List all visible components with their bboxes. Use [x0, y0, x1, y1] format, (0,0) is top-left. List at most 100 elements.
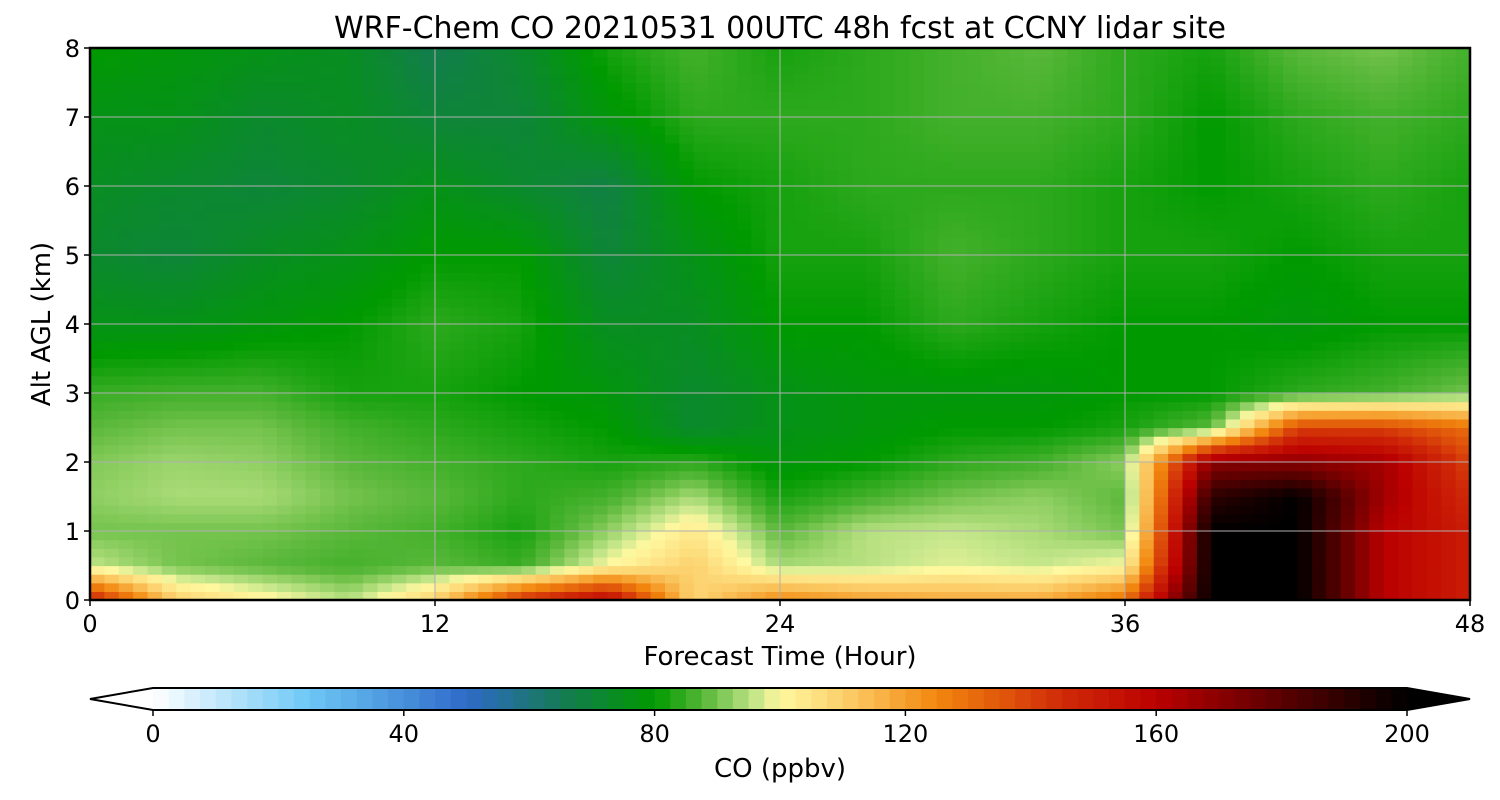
heatmap-cell: [1153, 177, 1169, 187]
heatmap-cell: [880, 332, 896, 342]
heatmap-cell: [564, 349, 580, 360]
heatmap-cell: [233, 418, 249, 429]
heatmap-cell: [104, 393, 120, 403]
heatmap-cell: [506, 220, 522, 230]
heatmap-cell: [593, 574, 609, 584]
heatmap-cell: [90, 168, 105, 178]
heatmap-cell: [1311, 565, 1327, 575]
heatmap-cell: [995, 341, 1011, 351]
heatmap-cell: [104, 522, 120, 532]
heatmap-cell: [1383, 436, 1399, 446]
heatmap-cell: [550, 427, 565, 437]
heatmap-cell: [866, 556, 882, 567]
heatmap-cell: [880, 289, 896, 299]
heatmap-cell: [1010, 151, 1025, 161]
heatmap-cell: [593, 591, 609, 600]
heatmap-cell: [880, 298, 896, 308]
heatmap-cell: [1412, 324, 1428, 334]
heatmap-cell: [1369, 367, 1385, 377]
heatmap-cell: [1340, 436, 1356, 446]
heatmap-cell: [938, 565, 954, 575]
heatmap-cell: [1355, 453, 1370, 463]
heatmap-cell: [722, 324, 738, 334]
heatmap-cell: [291, 487, 307, 498]
heatmap-cell: [1383, 298, 1399, 308]
heatmap-cell: [851, 211, 867, 222]
heatmap-cell: [1081, 255, 1097, 265]
heatmap-cell: [1412, 522, 1428, 532]
heatmap-cell: [1398, 237, 1414, 247]
heatmap-cell: [1024, 453, 1040, 463]
heatmap-cell: [880, 203, 896, 213]
heatmap-cell: [248, 531, 264, 541]
heatmap-cell: [981, 436, 997, 446]
heatmap-cell: [1153, 565, 1169, 575]
heatmap-cell: [506, 151, 522, 161]
heatmap-cell: [981, 453, 997, 463]
heatmap-cell: [521, 487, 537, 498]
heatmap-cell: [1326, 393, 1342, 403]
heatmap-cell: [564, 246, 580, 256]
heatmap-cell: [966, 332, 982, 342]
heatmap-cell: [736, 401, 752, 411]
heatmap-cell: [837, 168, 853, 178]
heatmap-cell: [463, 246, 479, 256]
heatmap-cell: [938, 168, 954, 178]
heatmap-cell: [1240, 315, 1255, 325]
heatmap-cell: [1182, 548, 1198, 558]
heatmap-cell: [391, 375, 407, 385]
heatmap-cell: [492, 272, 508, 282]
heatmap-cell: [449, 522, 465, 532]
heatmap-cell: [1168, 332, 1184, 342]
heatmap-cell: [808, 306, 824, 316]
heatmap-cell: [161, 194, 177, 204]
heatmap-cell: [1153, 393, 1169, 403]
heatmap-cell: [550, 246, 565, 256]
heatmap-cell: [506, 177, 522, 187]
heatmap-cell: [851, 444, 867, 454]
heatmap-cell: [1326, 479, 1342, 489]
heatmap-cell: [1268, 436, 1284, 446]
heatmap-cell: [995, 505, 1011, 515]
heatmap-cell: [765, 393, 781, 403]
heatmap-cell: [1268, 453, 1284, 463]
heatmap-cell: [90, 160, 105, 170]
heatmap-cell: [248, 418, 264, 429]
heatmap-cell: [205, 177, 220, 187]
heatmap-cell: [636, 531, 652, 541]
heatmap-cell: [449, 574, 465, 584]
heatmap-cell: [1340, 246, 1356, 256]
heatmap-cell: [377, 168, 393, 178]
heatmap-cell: [722, 255, 738, 265]
heatmap-cell: [780, 470, 795, 480]
heatmap-cell: [463, 177, 479, 187]
heatmap-cell: [851, 470, 867, 480]
heatmap-cell: [1053, 410, 1069, 420]
heatmap-cell: [1383, 375, 1399, 385]
heatmap-cell: [909, 539, 925, 549]
heatmap-cell: [348, 393, 364, 403]
heatmap-cell: [780, 255, 795, 265]
heatmap-cell: [320, 410, 335, 420]
heatmap-cell: [478, 513, 494, 523]
heatmap-cell: [1355, 436, 1370, 446]
heatmap-cell: [1398, 220, 1414, 230]
heatmap-cell: [506, 237, 522, 247]
heatmap-cell: [1240, 375, 1255, 385]
heatmap-cell: [1024, 487, 1040, 498]
heatmap-cell: [1254, 358, 1270, 368]
heatmap-cell: [1297, 513, 1313, 523]
heatmap-cell: [780, 203, 795, 213]
heatmap-cell: [348, 211, 364, 222]
heatmap-cell: [607, 531, 623, 541]
heatmap-cell: [1196, 462, 1212, 472]
heatmap-cell: [851, 462, 867, 472]
heatmap-cell: [1024, 556, 1040, 567]
heatmap-cell: [305, 531, 321, 541]
heatmap-cell: [1355, 444, 1370, 454]
heatmap-cell: [952, 367, 968, 377]
heatmap-cell: [607, 513, 623, 523]
heatmap-cell: [607, 548, 623, 558]
heatmap-cell: [909, 151, 925, 161]
heatmap-cell: [1110, 591, 1126, 600]
